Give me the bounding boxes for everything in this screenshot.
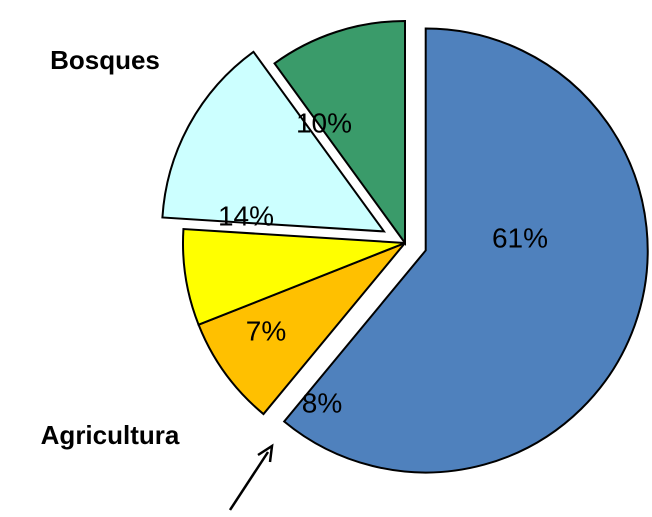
category-label: Bosques	[50, 45, 160, 75]
pie-slice	[282, 27, 649, 474]
slice-label: 8%	[302, 387, 342, 418]
pie-slice	[273, 19, 406, 247]
pie-slice	[197, 242, 406, 416]
slice-label: 7%	[246, 315, 286, 346]
arrow	[228, 451, 270, 511]
slice-label: 10%	[296, 107, 352, 138]
pie-slice	[161, 50, 387, 233]
arrow-head	[257, 443, 274, 463]
pie-slice	[182, 228, 406, 327]
category-label: Agricultura	[41, 420, 180, 450]
slice-label: 61%	[492, 222, 548, 253]
slice-label: 14%	[218, 200, 274, 231]
